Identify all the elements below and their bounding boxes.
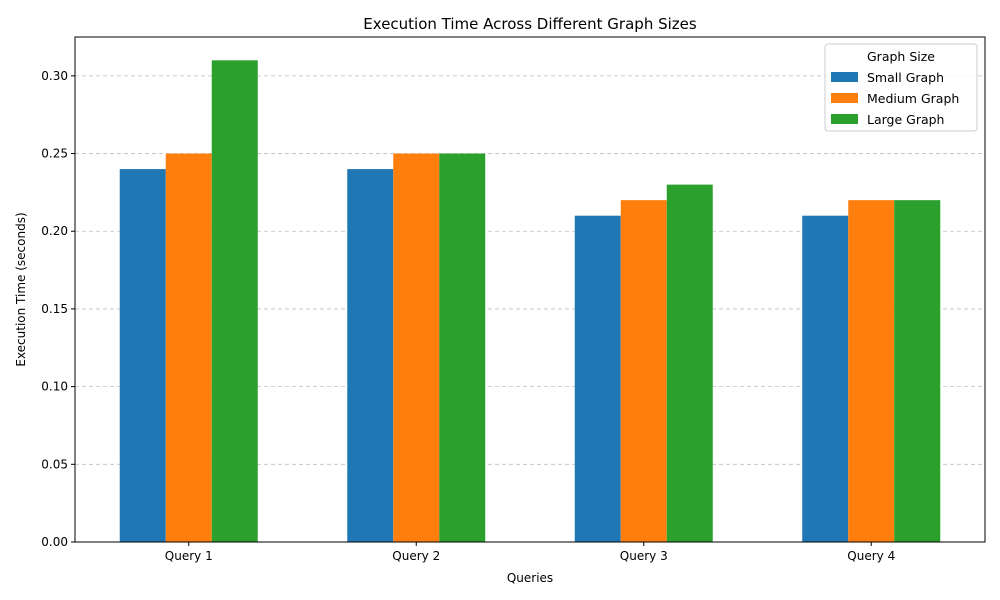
x-tick-label: Query 4: [847, 549, 895, 563]
x-axis: Query 1 Query 2 Query 3 Query 4: [165, 542, 895, 563]
bar-small-graph-3: [574, 215, 621, 542]
y-tick-label: 0.30: [41, 69, 68, 83]
plot-frame: [74, 36, 986, 543]
legend-swatch-large-graph: [831, 114, 858, 124]
legend-label-small-graph: Small Graph: [867, 70, 944, 85]
bar-large-graph-4: [894, 200, 941, 542]
bar-small-graph-1: [119, 169, 166, 543]
legend-swatch-small-graph: [831, 72, 858, 82]
y-axis-label: Execution Time (seconds): [14, 212, 28, 366]
bar-large-graph-1: [211, 60, 258, 543]
y-axis: 0.00 0.05 0.10 0.15 0.20 0.25 0.30: [41, 69, 75, 549]
chart-title: Execution Time Across Different Graph Si…: [363, 15, 697, 33]
legend: Graph Size Small Graph Medium Graph Large G…: [824, 43, 978, 132]
y-tick-label: 0.05: [41, 457, 68, 471]
x-tick-label: Query 1: [165, 549, 213, 563]
y-tick-label: 0.10: [41, 380, 68, 394]
bars-group: [119, 60, 941, 543]
bar-medium-graph-1: [165, 153, 212, 543]
legend-label-large-graph: Large Graph: [867, 112, 944, 127]
x-tick-label: Query 3: [620, 549, 668, 563]
y-tick-label: 0.20: [41, 224, 68, 238]
y-tick-label: 0.25: [41, 147, 68, 161]
bar-medium-graph-2: [393, 153, 440, 543]
legend-title: Graph Size: [867, 49, 935, 64]
legend-label-medium-graph: Medium Graph: [867, 91, 959, 106]
x-axis-label: Queries: [507, 571, 553, 585]
legend-swatch-medium-graph: [831, 93, 858, 103]
bar-small-graph-2: [347, 169, 394, 543]
y-tick-label: 0.00: [41, 535, 68, 549]
bar-large-graph-2: [439, 153, 486, 543]
bar-medium-graph-3: [620, 200, 667, 542]
legend-box: [824, 43, 978, 132]
bar-small-graph-4: [802, 215, 849, 542]
y-tick-label: 0.15: [41, 302, 68, 316]
bar-medium-graph-4: [848, 200, 895, 542]
bar-large-graph-3: [666, 184, 713, 542]
x-tick-label: Query 2: [392, 549, 440, 563]
